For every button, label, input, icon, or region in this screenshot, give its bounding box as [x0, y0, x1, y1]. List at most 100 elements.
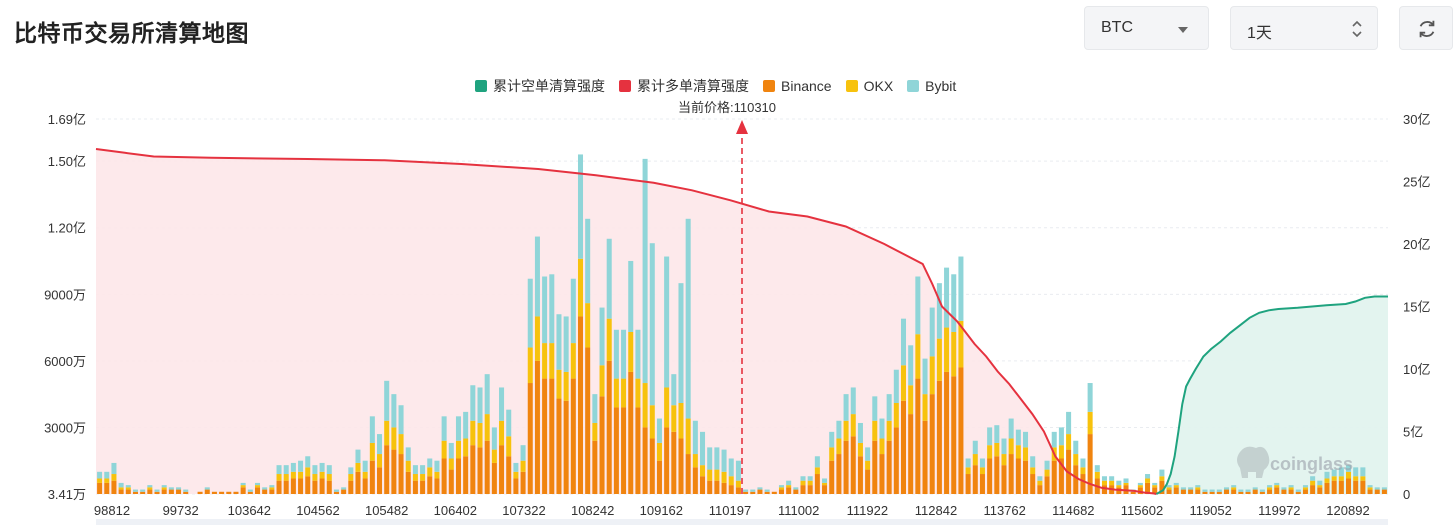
bar-bybit — [642, 158, 648, 384]
bar-okx — [477, 422, 483, 448]
bar-bybit — [118, 482, 124, 488]
bar-binance — [1180, 489, 1186, 494]
bar-binance — [1259, 491, 1265, 494]
bar-bybit — [355, 449, 361, 463]
bar-binance — [829, 460, 835, 494]
bar-binance — [176, 489, 182, 494]
legend-swatch-okx — [845, 80, 858, 92]
bar-binance — [298, 478, 304, 494]
bar-binance — [484, 440, 490, 494]
bar-binance — [1073, 465, 1079, 494]
bar-okx — [778, 487, 784, 490]
bar-binance — [140, 491, 146, 494]
legend-label: 累计空单清算强度 — [493, 78, 605, 94]
bar-okx — [542, 343, 548, 379]
bar-bybit — [972, 440, 978, 455]
right-axis-tick: 10亿 — [1403, 362, 1430, 377]
bar-bybit — [656, 418, 662, 443]
bar-binance — [1166, 489, 1172, 494]
bar-bybit — [168, 487, 174, 490]
bar-binance — [613, 407, 619, 494]
bar-okx — [678, 403, 684, 439]
legend-item-bybit[interactable]: Bybit — [907, 76, 956, 96]
bar-okx — [786, 485, 792, 488]
bar-okx — [319, 471, 325, 479]
bar-okx — [290, 471, 296, 479]
bar-binance — [377, 467, 383, 494]
bar-okx — [326, 474, 332, 481]
bar-okx — [721, 471, 727, 483]
bar-binance — [1195, 489, 1201, 494]
time-range-select[interactable]: 1天 — [1230, 6, 1378, 50]
bar-okx — [283, 474, 289, 481]
bar-bybit — [477, 387, 483, 423]
bar-binance — [987, 458, 993, 494]
bar-bybit — [1030, 456, 1036, 468]
bar-okx — [936, 338, 942, 381]
bar-binance — [685, 454, 691, 494]
bar-bybit — [348, 467, 354, 475]
chart-zoom-strip[interactable] — [96, 519, 1388, 525]
bar-bybit — [1231, 485, 1237, 488]
bar-bybit — [542, 276, 548, 344]
bar-okx — [951, 331, 957, 377]
bar-bybit — [183, 489, 189, 492]
bar-binance — [836, 454, 842, 494]
bar-bybit — [1109, 476, 1115, 481]
x-axis-tick: 110197 — [709, 503, 751, 518]
long-liquidation-line — [95, 148, 1157, 495]
legend-item-short[interactable]: 累计空单清算强度 — [475, 76, 605, 96]
x-axis-tick: 120892 — [1326, 503, 1369, 518]
bar-okx — [700, 465, 706, 477]
bar-bybit — [254, 482, 261, 486]
bar-binance — [1331, 480, 1337, 494]
bar-binance — [1037, 485, 1043, 494]
bar-bybit — [1288, 485, 1294, 488]
bar-bybit — [470, 385, 476, 421]
bar-okx — [908, 385, 914, 415]
legend-item-binance[interactable]: Binance — [763, 76, 832, 96]
bar-binance — [97, 482, 103, 494]
legend-item-long[interactable]: 累计多单清算强度 — [619, 76, 749, 96]
bar-binance — [305, 476, 311, 494]
legend-label: 累计多单清算强度 — [637, 78, 749, 94]
x-axis-tick: 108242 — [571, 503, 614, 518]
bar-okx — [1159, 476, 1165, 481]
x-axis-tick: 109162 — [640, 503, 683, 518]
bar-bybit — [721, 449, 727, 472]
current-price-arrow — [736, 120, 748, 134]
refresh-button[interactable] — [1399, 6, 1453, 50]
bar-okx — [1331, 476, 1337, 481]
bar-bybit — [312, 465, 318, 475]
bar-binance — [319, 478, 325, 494]
bar-okx — [570, 343, 576, 379]
bar-bybit — [147, 485, 153, 488]
bar-okx — [434, 471, 440, 479]
bar-bybit — [556, 314, 562, 370]
bar-binance — [125, 489, 131, 494]
bar-binance — [936, 380, 942, 494]
bar-bybit — [1353, 467, 1359, 477]
right-axis-tick: 20亿 — [1403, 237, 1430, 252]
bar-bybit — [900, 318, 907, 366]
bar-bybit — [1238, 489, 1244, 492]
bar-binance — [420, 480, 426, 494]
bar-okx — [556, 369, 562, 399]
bar-bybit — [1223, 487, 1230, 490]
bar-binance — [398, 454, 404, 494]
bar-bybit — [527, 278, 533, 348]
chevron-down-icon — [1178, 27, 1188, 33]
coin-select[interactable]: BTC — [1084, 6, 1209, 50]
bar-bybit — [240, 482, 246, 486]
bar-okx — [534, 316, 540, 361]
bar-binance — [628, 371, 634, 494]
bar-bybit — [1152, 482, 1158, 486]
bar-bybit — [987, 427, 993, 446]
bar-okx — [355, 462, 361, 472]
legend-item-okx[interactable]: OKX — [845, 76, 893, 96]
bar-okx — [384, 420, 390, 446]
bar-okx — [398, 434, 404, 455]
bar-okx — [97, 478, 103, 483]
bar-binance — [606, 360, 612, 494]
